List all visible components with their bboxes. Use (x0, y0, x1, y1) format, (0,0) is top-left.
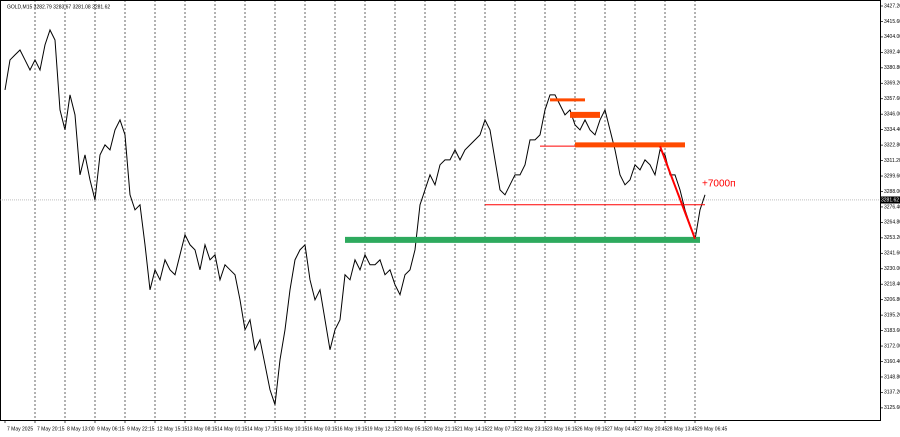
x-tick-label: 19 May 12:15 (367, 426, 398, 432)
y-tick-label: 3218.40 (884, 282, 900, 288)
x-tick-label: 13 May 08:15 (187, 426, 218, 432)
y-tick-label: 3195.20 (884, 312, 900, 318)
y-tick-label: 3264.80 (884, 220, 900, 226)
y-tick-label: 3392.40 (884, 50, 900, 56)
last-price-label: 3281.62 (881, 197, 899, 203)
x-tick-label: 16 May 03:15 (307, 426, 338, 432)
y-tick-label: 3137.20 (884, 390, 900, 396)
x-tick-label: 27 May 04:45 (607, 426, 638, 432)
y-tick-label: 3369.20 (884, 81, 900, 87)
trend-line (659, 145, 696, 240)
chart-title: GOLD,M15 3282.79 3283.67 3281.08 3281.62 (7, 4, 110, 10)
y-tick-label: 3311.20 (884, 158, 900, 164)
x-tick-label: 28 May 13:45 (667, 426, 698, 432)
x-tick-label: 7 May 2025 (7, 426, 33, 432)
x-tick-label: 26 May 09:15 (577, 426, 608, 432)
x-tick-label: 22 May 07:15 (487, 426, 518, 432)
y-tick-label: 3334.40 (884, 127, 900, 133)
x-tick-label: 8 May 13:00 (67, 426, 95, 432)
y-tick-label: 3183.60 (884, 328, 900, 334)
last-price-box (880, 196, 900, 204)
x-tick-label: 22 May 23:15 (517, 426, 548, 432)
x-tick-label: 7 May 20:15 (37, 426, 65, 432)
y-tick-label: 3322.80 (884, 142, 900, 148)
price-line (4, 28, 706, 405)
x-tick-label: 12 May 15:15 (157, 426, 188, 432)
y-tick-label: 3172.00 (884, 343, 900, 349)
y-tick-label: 3230.00 (884, 266, 900, 272)
x-tick-label: 27 May 20:45 (637, 426, 668, 432)
y-tick-label: 3404.00 (884, 34, 900, 40)
y-tick-label: 3160.40 (884, 359, 900, 365)
y-tick-label: 3380.80 (884, 65, 900, 71)
y-tick-label: 3357.60 (884, 96, 900, 102)
x-tick-label: 15 May 10:15 (277, 426, 308, 432)
x-tick-label: 14 May 17:15 (247, 426, 278, 432)
y-tick-label: 3299.60 (884, 173, 900, 179)
y-tick-label: 3415.60 (884, 19, 900, 25)
y-tick-label: 3276.40 (884, 204, 900, 210)
y-tick-label: 3125.60 (884, 405, 900, 411)
x-tick-label: 9 May 22:15 (127, 426, 155, 432)
x-tick-label: 21 May 14:15 (457, 426, 488, 432)
x-tick-label: 14 May 01:15 (217, 426, 248, 432)
y-tick-label: 3427.20 (884, 3, 900, 9)
x-tick-label: 23 May 16:15 (547, 426, 578, 432)
annotation: +7000п (702, 179, 736, 190)
x-tick-label: 29 May 06:45 (697, 426, 728, 432)
y-tick-label: 3346.00 (884, 112, 900, 118)
y-tick-label: 3241.60 (884, 251, 900, 257)
y-tick-label: 3288.00 (884, 189, 900, 195)
x-tick-label: 16 May 19:15 (337, 426, 368, 432)
plot-frame (0, 0, 881, 421)
y-tick-label: 3206.80 (884, 297, 900, 303)
x-tick-label: 9 May 06:15 (97, 426, 125, 432)
y-tick-label: 3253.20 (884, 235, 900, 241)
x-tick-label: 20 May 05:15 (397, 426, 428, 432)
y-tick-label: 3148.80 (884, 374, 900, 380)
x-tick-label: 20 May 21:15 (427, 426, 458, 432)
